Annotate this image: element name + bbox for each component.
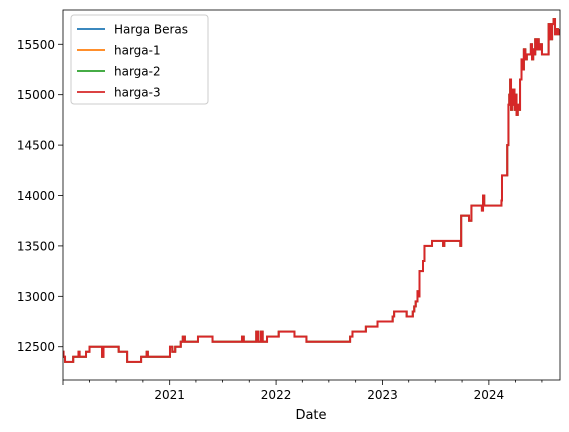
y-tick-label: 14500 [17, 139, 55, 153]
x-axis: 2021 2022 2023 2024 [62, 380, 543, 402]
y-tick-label: 15500 [17, 38, 55, 52]
y-tick-label: 13500 [17, 239, 55, 253]
legend: Harga Beras harga-1 harga-2 harga-3 [70, 14, 209, 105]
legend-label: harga-1 [114, 44, 161, 58]
plot-area [63, 18, 560, 363]
x-axis-label: Date [295, 408, 326, 423]
legend-label: harga-3 [114, 86, 161, 100]
x-tick-label: 2024 [474, 388, 505, 402]
y-tick-label: 14000 [17, 189, 55, 203]
y-tick-label: 12500 [17, 340, 55, 354]
x-tick-label: 2023 [367, 388, 398, 402]
axes-frame [62, 9, 561, 381]
x-tick-label: 2021 [154, 388, 185, 402]
y-tick-label: 15000 [17, 88, 55, 102]
legend-box [70, 14, 209, 105]
x-tick-label: 2022 [261, 388, 292, 402]
legend-label: Harga Beras [114, 23, 188, 37]
y-tick-label: 13000 [17, 290, 55, 304]
y-axis: 12500 13000 13500 14000 14500 15000 15500 [17, 38, 63, 354]
legend-label: harga-2 [114, 65, 161, 79]
series-line-harga-3 [63, 18, 560, 363]
